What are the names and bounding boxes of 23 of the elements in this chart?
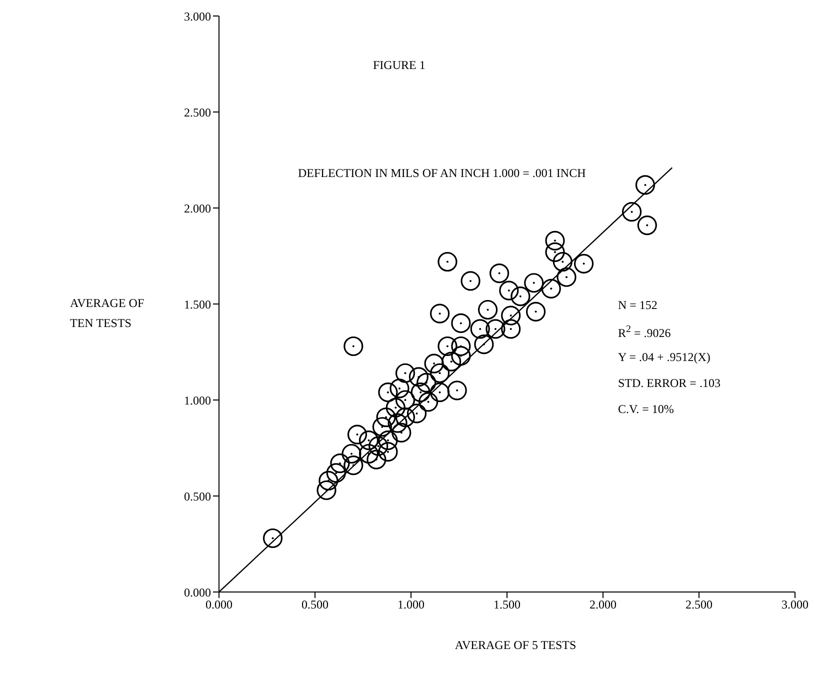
- x-tick-label: 1.500: [494, 598, 520, 612]
- y-tick-label: 0.500: [184, 489, 211, 504]
- y-tick-label: 2.500: [184, 105, 211, 120]
- y-tick-label: 1.500: [184, 297, 211, 312]
- annotation: C.V. = 10%: [618, 402, 674, 417]
- x-tick-label: 0.000: [206, 598, 232, 612]
- annotation: R$^{2}$ = .9026: [618, 324, 671, 341]
- x-tick-label: 2.000: [590, 598, 616, 612]
- text: FIGURE 1: [373, 58, 426, 73]
- annotation: N = 152: [618, 298, 658, 313]
- y-axis-title: AVERAGE OF TEN TESTS: [70, 295, 146, 332]
- y-tick-label: 2.000: [184, 201, 211, 216]
- annotation: DEFLECTION IN MILS OF AN INCH 1.000 = .001 INCH: [298, 166, 586, 181]
- x-axis-title: AVERAGE OF 5 TESTS: [454, 638, 578, 653]
- x-tick-label: 1.000: [398, 598, 424, 612]
- annotation: Y = .04 + .9512(X): [618, 350, 710, 365]
- annotation: STD. ERROR = .103: [618, 376, 720, 391]
- y-tick-label: 3.000: [184, 9, 211, 24]
- x-tick-label: 3.000: [782, 598, 808, 612]
- y-tick-label: 0.000: [184, 585, 211, 600]
- x-tick-label: 2.500: [686, 598, 712, 612]
- y-tick-label: 1.000: [184, 393, 211, 408]
- x-tick-label: 0.500: [302, 598, 328, 612]
